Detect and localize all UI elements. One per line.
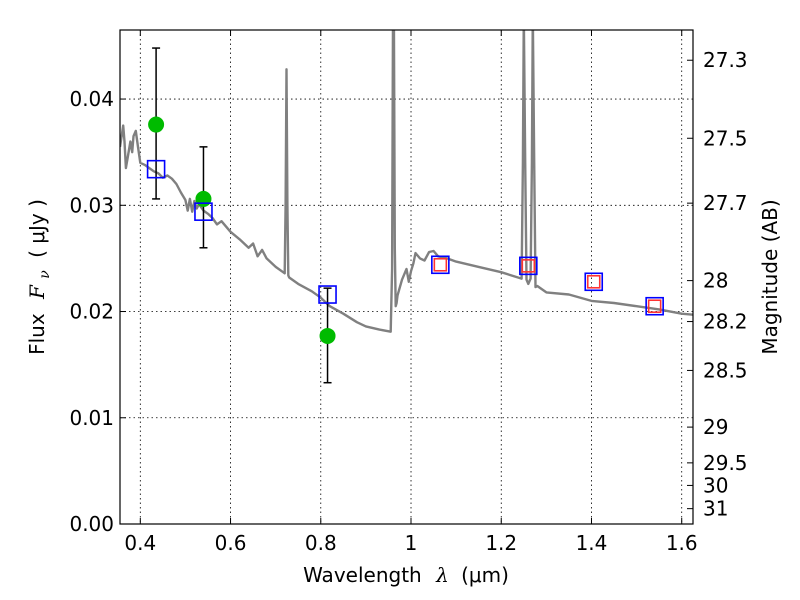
y2-tick-label: 29.5: [703, 451, 748, 475]
x-tick-label: 1.6: [666, 531, 698, 555]
upper-limit-square: [586, 274, 601, 289]
axes: 0.4 0.6 0.8 1 1.2 1.4 1.6 0.00 0.01 0.02 0.03 0.04 2…: [69, 30, 748, 555]
model-square: [318, 285, 337, 304]
y2-tick-label: 27.3: [703, 48, 748, 72]
grid: [120, 30, 693, 525]
x-tick-label: 0.4: [124, 531, 156, 555]
x-tick-label: 1.2: [485, 531, 517, 555]
model-spectrum-line: [120, 30, 693, 333]
upper-limit-square: [647, 299, 662, 314]
y2-tick-label: 28: [703, 269, 728, 293]
x-tick-label: 1: [405, 531, 418, 555]
x-axis-title: Wavelength λ (μm): [303, 563, 509, 587]
y2-tick-label: 27.7: [703, 191, 748, 215]
x-axis-title-main: Wavelength: [303, 563, 422, 587]
y2-tick-label: 28.5: [703, 358, 748, 382]
y-tick-label: 0.01: [69, 406, 114, 430]
y-tick-label: 0.03: [69, 193, 114, 217]
y2-tick-label: 31: [703, 497, 728, 521]
observed-point: [148, 116, 165, 133]
x-tick-label: 1.4: [576, 531, 608, 555]
y-axis-title-unit: ( μJy ): [25, 199, 49, 258]
observed-point: [195, 190, 212, 207]
y2-tick-label: 27.5: [703, 126, 748, 150]
y2-tick-label: 30: [703, 473, 728, 497]
y-axis-title-subscript: ν: [37, 270, 53, 279]
plot-area: [120, 30, 693, 384]
model-square: [519, 256, 538, 276]
y-axis-title-symbol: F: [25, 284, 49, 300]
y2-axis-title: Magnitude (AB): [758, 199, 782, 354]
x-tick-label: 0.8: [305, 531, 337, 555]
y-tick-label: 0.04: [69, 87, 114, 111]
model-square: [146, 159, 166, 179]
y-axis-title: Flux F ν ( μJy ): [25, 199, 54, 355]
upper-limit-square: [433, 257, 448, 272]
model-square: [194, 202, 213, 221]
upper-limit-square: [521, 259, 536, 273]
y2-tick-label: 29: [703, 415, 728, 439]
x-tick-label: 0.6: [215, 531, 247, 555]
y-tick-label: 0.00: [69, 512, 114, 536]
x-axis-title-lambda: λ: [435, 563, 449, 587]
x-axis-title-unit: (μm): [461, 563, 509, 587]
model-square: [584, 272, 604, 292]
y2-tick-label: 28.2: [703, 310, 748, 334]
observed-point: [319, 327, 336, 344]
model-square: [645, 296, 664, 316]
plot-frame: [119, 29, 694, 525]
y-axis-title-main: Flux: [25, 313, 49, 355]
model-square: [431, 255, 450, 275]
y-tick-label: 0.02: [69, 300, 114, 324]
